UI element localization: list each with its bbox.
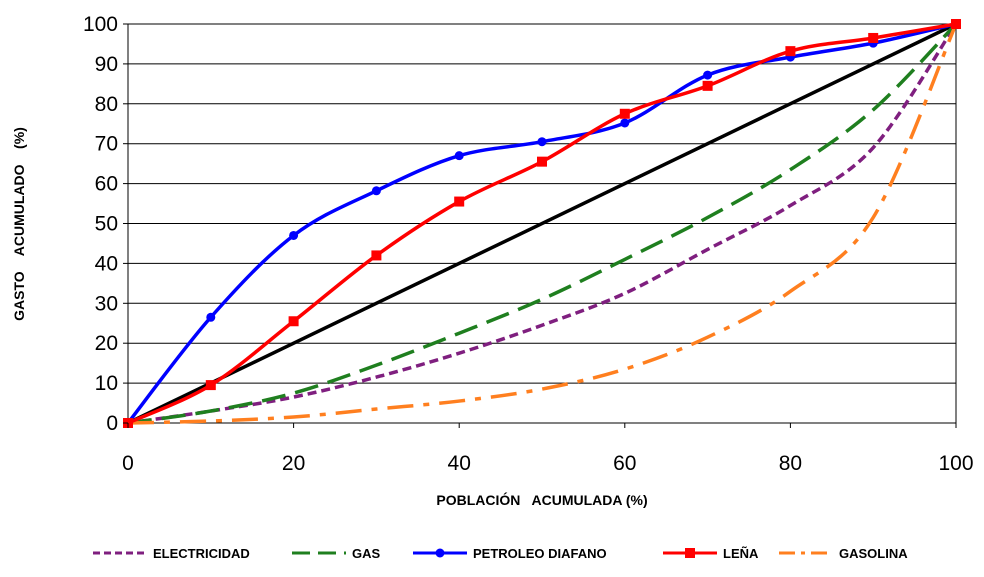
data-point: [868, 33, 878, 43]
x-axis-title: POBLACIÓN ACUMULADA (%): [436, 491, 647, 508]
y-tick-label: 80: [95, 93, 118, 116]
x-tick-label: 60: [613, 452, 636, 475]
y-tick-label: 70: [95, 133, 118, 156]
legend-label: LEÑA: [723, 546, 759, 561]
data-point: [538, 137, 547, 146]
y-axis-title: GASTO ACUMULADO (%): [11, 127, 27, 321]
data-point: [455, 151, 464, 160]
legend-item-gas: GAS: [292, 546, 381, 561]
y-tick-label: 60: [95, 173, 118, 196]
data-point: [206, 313, 215, 322]
legend-label: ELECTRICIDAD: [153, 546, 250, 561]
x-tick-label: 0: [122, 452, 134, 475]
legend-item-electricidad: ELECTRICIDAD: [93, 546, 250, 561]
data-point: [785, 46, 795, 56]
legend-marker: [685, 548, 695, 558]
y-tick-label: 90: [95, 53, 118, 76]
data-point: [703, 71, 712, 80]
x-tick-label: 20: [282, 452, 305, 475]
data-point: [703, 81, 713, 91]
x-tick-label: 40: [448, 452, 471, 475]
data-point: [951, 19, 961, 29]
y-tick-label: 10: [95, 372, 118, 395]
x-tick-label: 80: [779, 452, 802, 475]
legend-marker: [436, 549, 445, 558]
data-point: [620, 118, 629, 127]
y-tick-label: 20: [95, 332, 118, 355]
data-point: [537, 157, 547, 167]
legend-label: GASOLINA: [839, 546, 908, 561]
data-point: [206, 380, 216, 390]
legend-item-gasolina: GASOLINA: [779, 546, 908, 561]
data-point: [289, 316, 299, 326]
y-tick-label: 50: [95, 213, 118, 236]
data-point: [454, 197, 464, 207]
legend-label: PETROLEO DIAFANO: [473, 546, 607, 561]
legend: ELECTRICIDAD GAS PETROLEO DIAFANO LEÑA GASOL…: [93, 546, 908, 561]
y-tick-label: 0: [106, 412, 118, 435]
data-point: [371, 250, 381, 260]
data-point: [289, 231, 298, 240]
y-tick-label: 100: [83, 13, 118, 36]
tick-labels: 0 10 20 30 40 50 60 70 80 90 100 0 20 40 60 80 100: [83, 13, 974, 475]
x-tick-label: 100: [938, 452, 973, 475]
y-tick-label: 30: [95, 292, 118, 315]
legend-item-lena: LEÑA: [663, 546, 759, 561]
legend-item-petroleo-diafano: PETROLEO DIAFANO: [413, 546, 607, 561]
y-tick-label: 40: [95, 252, 118, 275]
legend-label: GAS: [352, 546, 381, 561]
data-point: [372, 186, 381, 195]
data-point: [620, 109, 630, 119]
